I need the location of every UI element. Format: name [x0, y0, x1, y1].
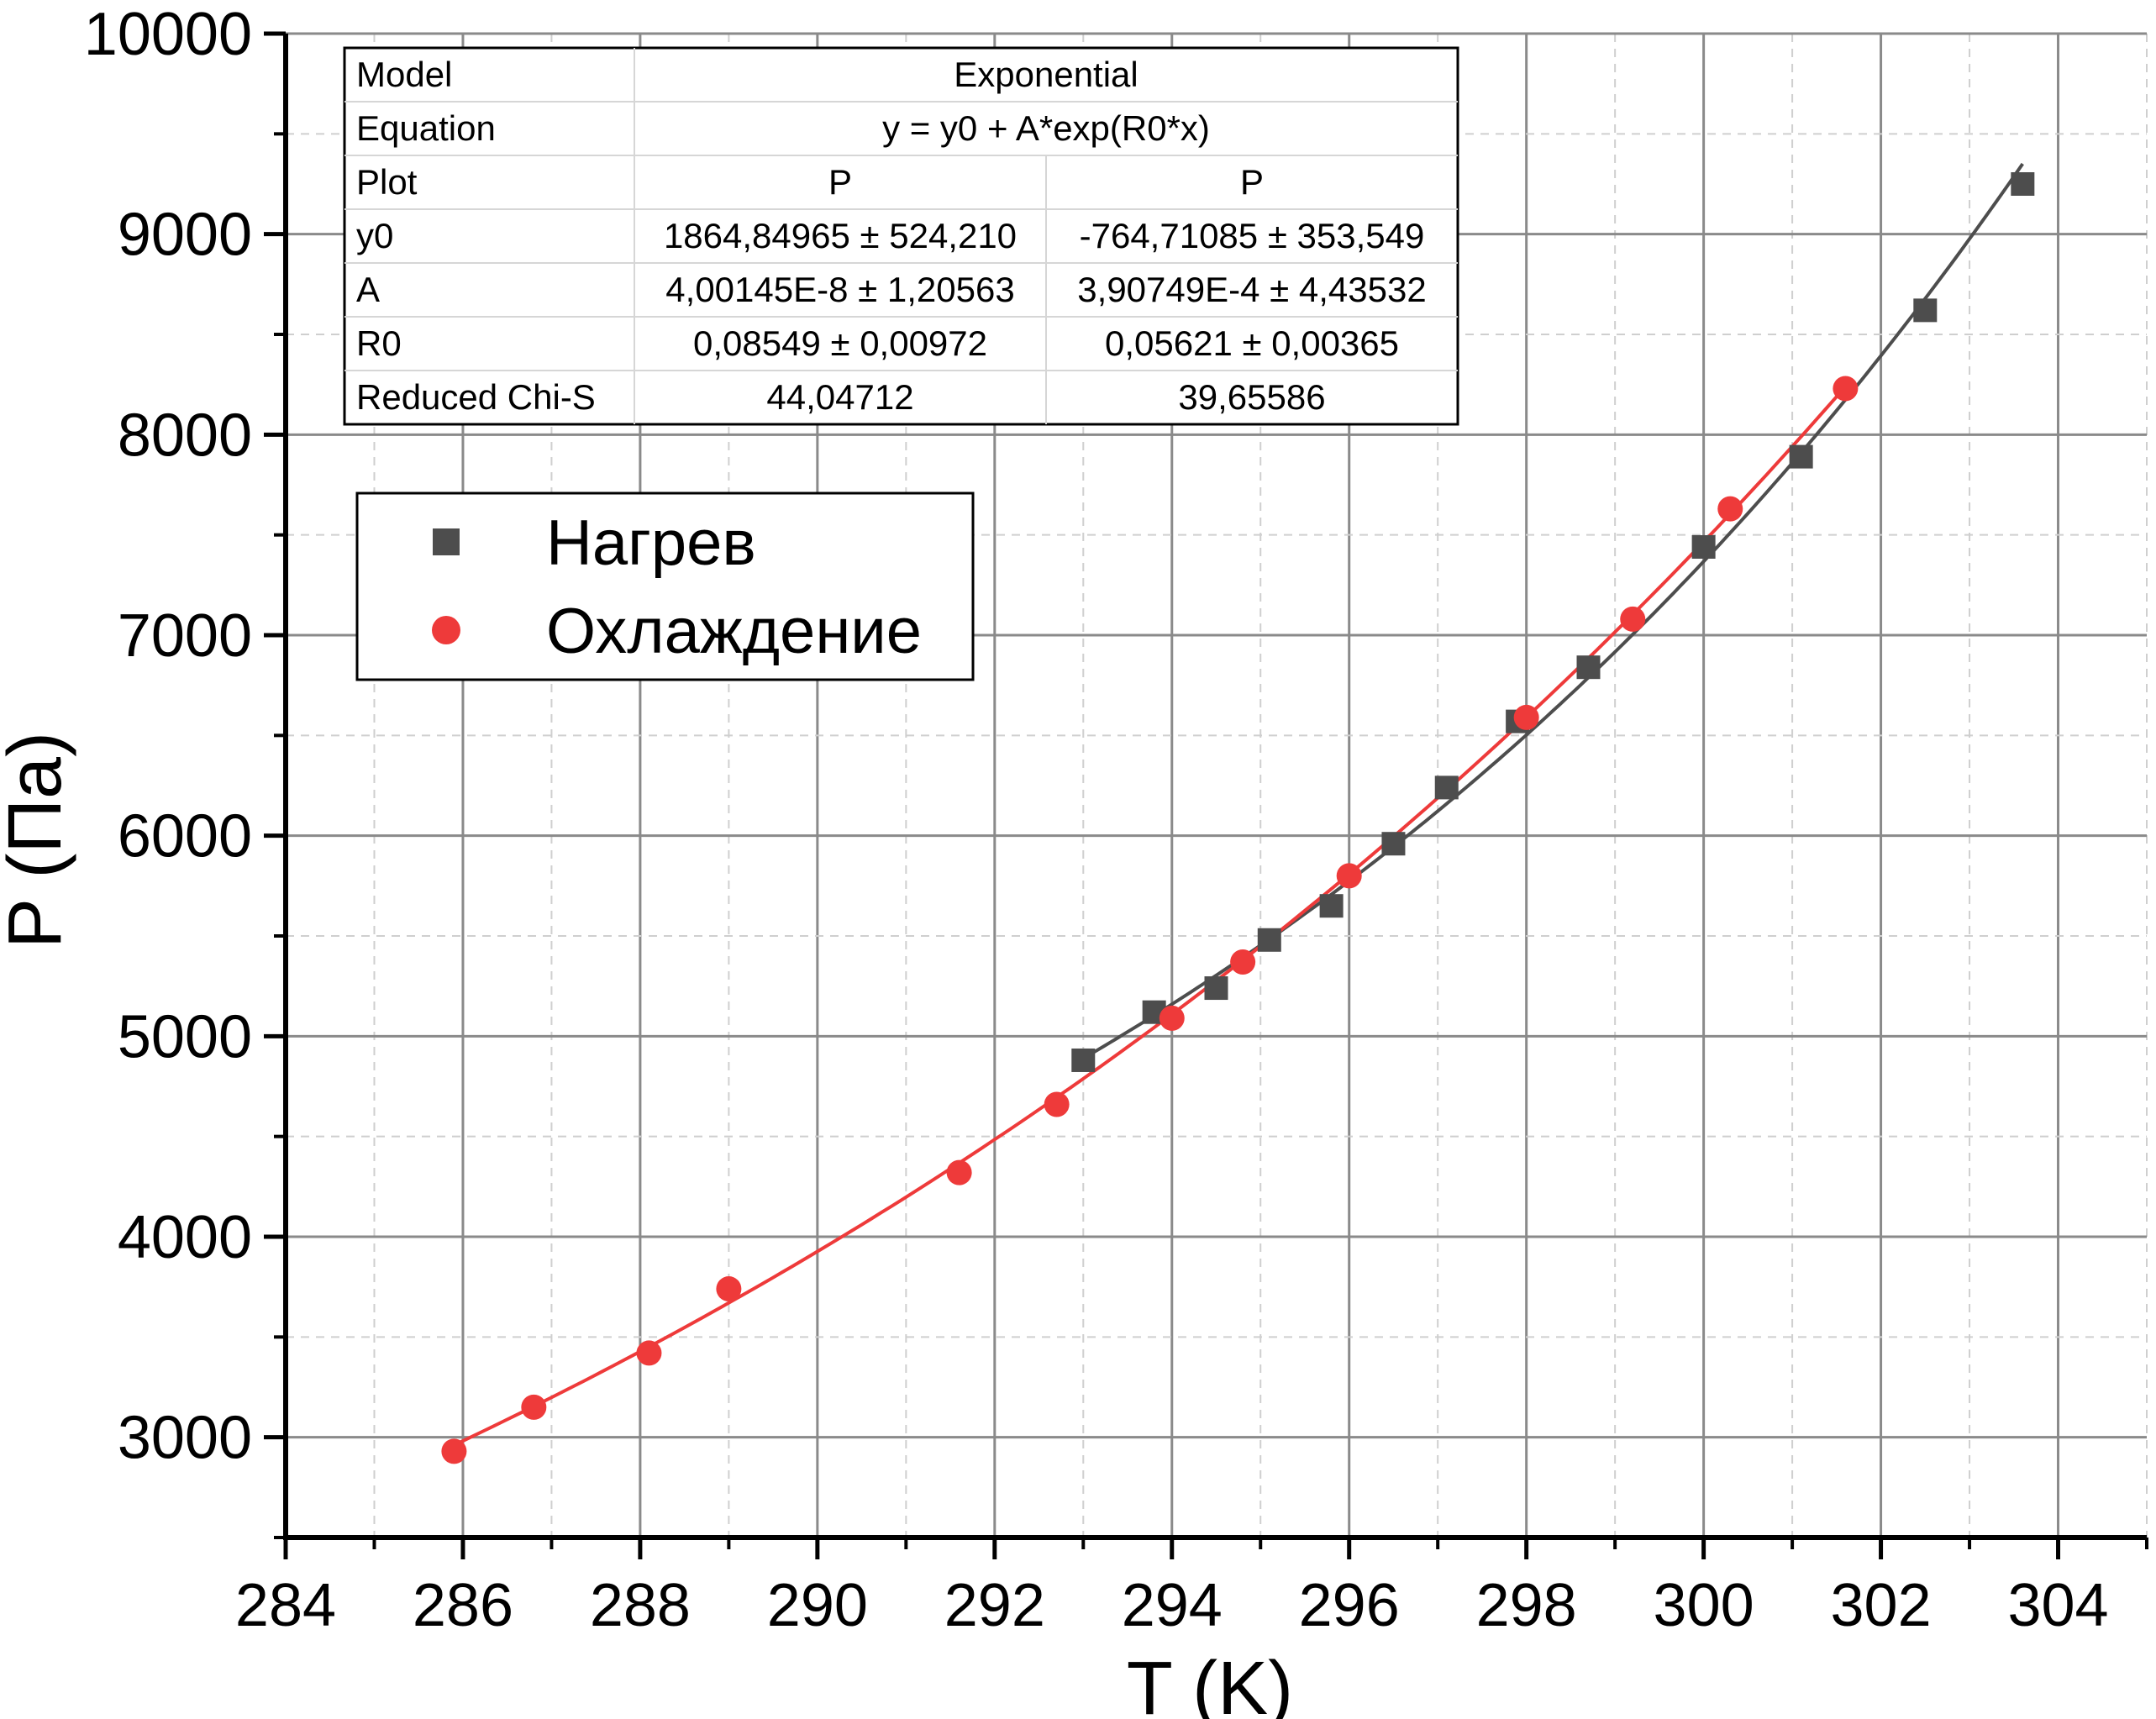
data-point-heating — [1381, 832, 1406, 856]
legend-label: Охлаждение — [546, 596, 922, 667]
legend-marker-cooling — [432, 616, 460, 644]
data-point-cooling — [716, 1276, 742, 1302]
x-tick-label: 300 — [1654, 1572, 1754, 1639]
x-tick-label: 284 — [235, 1572, 336, 1639]
table-cell: A — [356, 270, 380, 309]
table-cell: 1864,84965 ± 524,210 — [664, 216, 1017, 255]
y-tick-label: 4000 — [118, 1204, 252, 1271]
data-point-heating — [1576, 655, 1601, 680]
fit-parameters-table: Model Exponential Equation y = y0 + A*exp(R… — [343, 46, 1459, 426]
data-points — [441, 172, 2035, 1464]
data-point-heating — [1913, 298, 1938, 323]
x-tick-label: 292 — [944, 1572, 1045, 1639]
table-cell: 3,90749E-4 ± 4,43532 — [1077, 270, 1426, 309]
table-cell: P — [828, 162, 852, 202]
data-point-heating — [1319, 894, 1344, 918]
data-point-cooling — [636, 1340, 662, 1366]
x-axis-title: T (K) — [1127, 1647, 1293, 1719]
y-tick-label: 9000 — [118, 202, 252, 269]
x-tick-label: 304 — [2007, 1572, 2108, 1639]
fit-curve-series-1 — [453, 385, 1847, 1447]
table-cell: -764,71085 ± 353,549 — [1080, 216, 1425, 255]
table-cell: y0 — [356, 216, 393, 255]
data-point-cooling — [1717, 496, 1743, 522]
legend-frame — [355, 492, 975, 681]
data-point-heating — [2011, 172, 2035, 196]
y-tick-label: 3000 — [118, 1405, 252, 1472]
data-point-cooling — [441, 1438, 467, 1464]
x-tick-label: 288 — [590, 1572, 691, 1639]
data-point-cooling — [1230, 949, 1256, 975]
data-point-cooling — [1833, 376, 1859, 402]
table-cell: 44,04712 — [766, 377, 913, 417]
axes — [264, 31, 2148, 1559]
legend-marker-heating — [433, 528, 460, 555]
data-point-cooling — [946, 1159, 972, 1185]
data-point-heating — [1071, 1048, 1096, 1072]
x-tick-label: 290 — [767, 1572, 868, 1639]
x-tick-label: 296 — [1299, 1572, 1400, 1639]
table-cell: R0 — [356, 323, 402, 363]
data-point-heating — [1789, 444, 1813, 469]
tick-labels: 284 286 288 290 292 294 296 298 300 302 304 3000 400… — [84, 1, 2109, 1639]
data-point-heating — [1691, 534, 1716, 559]
table-cell: Exponential — [954, 55, 1138, 94]
legend-label: Нагрев — [546, 507, 756, 579]
table-cell: 39,65586 — [1178, 377, 1325, 417]
data-point-heating — [1257, 928, 1281, 952]
data-point-cooling — [1044, 1091, 1070, 1117]
x-tick-label: 298 — [1476, 1572, 1577, 1639]
data-point-cooling — [1159, 1005, 1185, 1031]
y-tick-label: 7000 — [118, 602, 252, 670]
x-tick-label: 286 — [413, 1572, 513, 1639]
x-tick-label: 302 — [1831, 1572, 1932, 1639]
y-tick-label: 10000 — [84, 1, 252, 68]
table-cell: 4,00145E-8 ± 1,20563 — [665, 270, 1014, 309]
x-tick-label: 294 — [1122, 1572, 1223, 1639]
table-cell: P — [1240, 162, 1264, 202]
data-point-cooling — [1620, 606, 1646, 632]
data-point-heating — [1434, 775, 1459, 800]
table-frame — [343, 46, 1459, 426]
data-point-cooling — [1336, 863, 1362, 889]
table-cell: Reduced Chi-S — [356, 377, 596, 417]
table-cell: 0,08549 ± 0,00972 — [693, 323, 987, 363]
data-point-cooling — [1513, 704, 1539, 730]
table-cell: 0,05621 ± 0,00365 — [1105, 323, 1399, 363]
table-cell: Equation — [356, 108, 496, 148]
data-point-cooling — [521, 1394, 547, 1420]
y-tick-label: 6000 — [118, 803, 252, 870]
legend: Нагрев Охлаждение — [355, 492, 975, 681]
table-cell: Model — [356, 55, 452, 94]
table-cell: Plot — [356, 162, 418, 202]
table-cell: y = y0 + A*exp(R0*x) — [882, 108, 1210, 148]
y-axis-title: P (Па) — [0, 732, 77, 949]
y-tick-label: 5000 — [118, 1003, 252, 1070]
data-point-heating — [1204, 976, 1228, 1001]
y-tick-label: 8000 — [118, 402, 252, 469]
